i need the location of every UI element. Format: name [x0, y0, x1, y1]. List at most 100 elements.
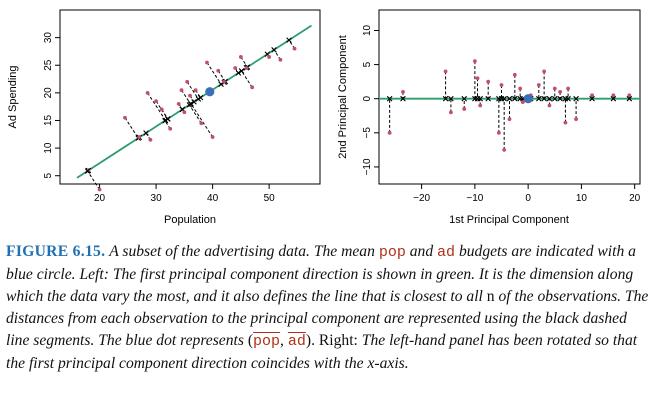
right-data-point [475, 76, 480, 81]
left-projection-x [271, 47, 277, 53]
right-projection-x [610, 95, 617, 102]
right-plot-frame [378, 9, 641, 185]
right-projection-x [546, 95, 553, 102]
right-data-point [502, 147, 507, 152]
left-data-point [182, 110, 187, 115]
right-data-point [574, 117, 578, 122]
left-data-point [250, 85, 255, 90]
left-data-point [97, 187, 102, 192]
right-projection-x [485, 95, 491, 102]
left-dashed-segment [190, 103, 214, 138]
caption-code-ad-bar: ad [287, 333, 306, 350]
right-ytick-label: −10 [362, 158, 373, 175]
right-data-point [499, 83, 504, 87]
right-data-point [462, 107, 467, 111]
left-dashed-segment [87, 170, 100, 190]
left-dashed-segment [186, 81, 199, 100]
caption-paren-close: ). [305, 332, 315, 349]
left-dashed-segment [147, 92, 166, 121]
right-projection-x [448, 95, 454, 102]
caption-paren-open: ( [247, 332, 254, 349]
right-data-point [486, 79, 491, 84]
right-projection-x [461, 95, 468, 102]
left-dashed-segment [124, 117, 139, 139]
left-xtick-label: 30 [151, 193, 163, 204]
left-data-point [185, 79, 190, 84]
right-data-point [401, 89, 405, 94]
left-projection-x [191, 99, 197, 105]
right-ytick-label: 0 [362, 95, 373, 101]
right-projection-x [551, 95, 558, 102]
right-xtick-label: −20 [413, 193, 430, 204]
caption-text-4: The first principal component direction … [6, 266, 634, 305]
right-data-point [496, 130, 501, 135]
right-ylabel: 2nd Principal Component [337, 35, 349, 159]
right-data-point [443, 69, 448, 74]
right-projection-x [557, 95, 563, 102]
left-projection-x [162, 117, 168, 124]
left-projection-x [143, 130, 149, 136]
left-ytick-label: 15 [43, 114, 54, 126]
left-data-point [244, 66, 249, 70]
left-data-point [179, 88, 184, 92]
right-projection-x [589, 95, 595, 102]
left-data-point [188, 93, 192, 98]
right-data-point [563, 120, 568, 125]
left-data-point [292, 46, 297, 51]
caption-code-pop: pop [378, 244, 406, 261]
right-projection-x [498, 95, 505, 102]
left-data-point [199, 121, 204, 126]
right-xtick-label: 20 [629, 193, 641, 204]
left-points [84, 37, 297, 192]
right-data-point [478, 103, 483, 108]
left-dashed-segment [241, 70, 253, 88]
right-data-point [590, 93, 594, 98]
left-data-point [154, 99, 158, 104]
right-data-point [627, 93, 632, 98]
left-data-point [210, 135, 215, 139]
right-projection-x [512, 95, 518, 102]
left-ytick-label: 10 [43, 142, 54, 154]
left-ylabel: Ad Spending [7, 66, 19, 129]
right-data-point [449, 110, 453, 115]
right-data-point [542, 69, 547, 74]
left-data-point [148, 137, 153, 142]
left-xtick-label: 40 [207, 193, 219, 204]
right-data-point [520, 100, 525, 105]
right-ytick-label: 5 [362, 61, 373, 67]
right-projection-x [506, 95, 513, 102]
figure-caption: FIGURE 6.15. A subset of the advertising… [6, 241, 650, 375]
left-data-point [278, 57, 283, 62]
caption-text-2: and [409, 243, 434, 260]
right-points [386, 59, 633, 152]
left-data-point [123, 115, 127, 120]
right-ytick-label: −5 [362, 127, 373, 139]
left-projection-x [165, 116, 171, 122]
right-data-point [518, 86, 523, 91]
left-projection-x [197, 94, 204, 101]
left-data-point [176, 102, 181, 106]
right-ytick-label: 10 [362, 24, 373, 36]
right-data-point [507, 117, 512, 122]
right-data-point [387, 130, 392, 135]
left-xtick-label: 20 [94, 193, 106, 204]
caption-text-9: x [367, 355, 375, 372]
left-data-point [238, 55, 243, 59]
left-data-point [137, 135, 142, 139]
right-data-point [552, 86, 557, 91]
right-data-point [472, 59, 477, 64]
left-dashed-segment [273, 49, 281, 60]
left-dashed-segment [206, 62, 222, 85]
left-ytick-label: 25 [43, 59, 54, 71]
caption-text-8: The left-hand panel has been rotated so … [6, 332, 638, 372]
right-data-point [536, 83, 541, 87]
left-data-point [145, 90, 150, 95]
caption-text-5: n [486, 288, 495, 305]
left-plot-frame [59, 9, 321, 185]
left-projection-x [188, 101, 194, 107]
left-axes: 20 30 40 50 5 10 15 20 25 30 [43, 32, 275, 204]
right-xtick-label: 10 [576, 193, 588, 204]
left-data-point [193, 88, 198, 92]
caption-code-pop-bar: pop [253, 333, 281, 350]
